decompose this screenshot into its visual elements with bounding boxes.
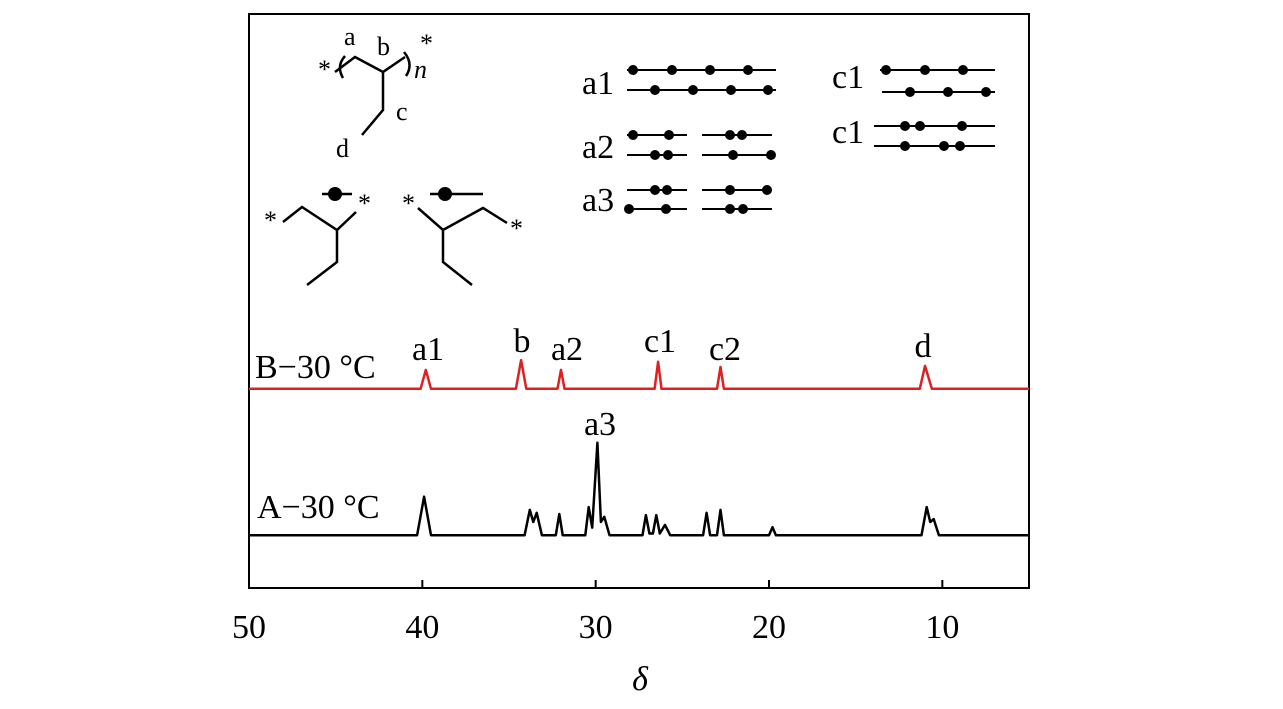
- end-group: *: [402, 189, 415, 218]
- pendant: [958, 65, 968, 75]
- pendant: [939, 141, 949, 151]
- pendant: [624, 204, 634, 214]
- plot-frame: [248, 13, 1030, 589]
- x-axis-label: δ: [632, 661, 649, 698]
- pendant: [762, 185, 772, 195]
- pendant: [738, 204, 748, 214]
- peak-label: c2: [709, 331, 741, 368]
- tacticity-diagrams: a1 a2 a3 c1 c1: [582, 59, 995, 219]
- pendant: [743, 65, 753, 75]
- peak-label: b: [514, 323, 531, 360]
- bracket: [338, 51, 411, 79]
- peak-label: d: [915, 328, 932, 365]
- atom-label: b: [377, 32, 390, 61]
- pendant: [900, 141, 910, 151]
- pendant: [728, 150, 738, 160]
- pendant: [650, 185, 660, 195]
- tacticity-label: c1: [832, 114, 864, 151]
- pendant: [955, 141, 965, 151]
- pendant: [628, 65, 638, 75]
- pendant: [328, 187, 342, 201]
- peak-label: a2: [551, 331, 583, 368]
- pendant: [705, 65, 715, 75]
- pendant: [438, 187, 452, 201]
- end-group: *: [318, 55, 331, 84]
- bond: [334, 55, 406, 136]
- x-tick-label: 50: [232, 609, 266, 646]
- bond: [417, 192, 508, 286]
- bond: [282, 192, 357, 286]
- pendant: [661, 204, 671, 214]
- spectrum: [249, 358, 1029, 391]
- pendant: [881, 65, 891, 75]
- pendant: [725, 130, 735, 140]
- x-tick-label: 30: [579, 609, 613, 646]
- pendant: [664, 130, 674, 140]
- x-tick-label: 40: [405, 609, 439, 646]
- pendant: [766, 150, 776, 160]
- atom-label: c: [396, 97, 408, 126]
- peak-label: c1: [644, 323, 676, 360]
- x-tick-label: 20: [752, 609, 786, 646]
- pendant: [662, 185, 672, 195]
- series-label: A−30 °C: [257, 489, 380, 526]
- tacticity-label: a3: [582, 182, 614, 219]
- end-group: *: [510, 214, 523, 243]
- tacticity-label: c1: [832, 59, 864, 96]
- end-group: *: [420, 29, 433, 58]
- pendant: [737, 130, 747, 140]
- tacticity-label: a2: [582, 129, 614, 166]
- series-label: B−30 °C: [255, 349, 376, 386]
- pendant: [667, 65, 677, 75]
- pendant: [650, 150, 660, 160]
- pendant: [943, 87, 953, 97]
- pendant: [957, 121, 967, 131]
- pendant: [763, 85, 773, 95]
- peak-label: a3: [584, 406, 616, 443]
- pendant: [628, 130, 638, 140]
- end-group: *: [358, 189, 371, 218]
- pendant: [920, 65, 930, 75]
- pendant: [981, 87, 991, 97]
- repeat-label: n: [414, 55, 427, 84]
- atom-label: a: [344, 22, 356, 51]
- pendant: [725, 185, 735, 195]
- pendant: [915, 121, 925, 131]
- spectrum: [249, 441, 1029, 537]
- tacticity-label: a1: [582, 65, 614, 102]
- x-tick-label: 10: [925, 609, 959, 646]
- pendant: [900, 121, 910, 131]
- pendant: [726, 85, 736, 95]
- pendant: [663, 150, 673, 160]
- pendant: [650, 85, 660, 95]
- atom-label: d: [336, 134, 349, 163]
- pendant: [688, 85, 698, 95]
- pendant: [725, 204, 735, 214]
- peak-label: a1: [412, 331, 444, 368]
- end-group: *: [264, 206, 277, 235]
- pendant: [905, 87, 915, 97]
- structure: * * a b c d n * * * *: [264, 22, 523, 286]
